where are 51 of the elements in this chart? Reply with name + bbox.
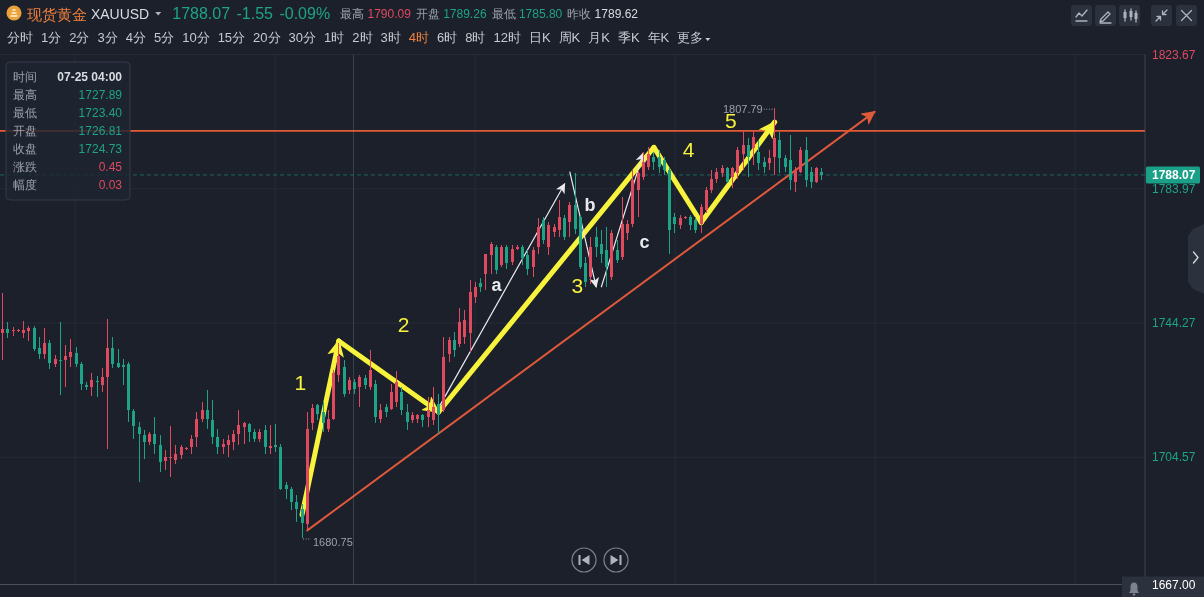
period-tab-label: 更多 xyxy=(677,30,704,45)
info-row-label: 时间 07-25 04:00 xyxy=(13,70,122,84)
period-tab-label: 1时 xyxy=(324,30,345,45)
info-row-label: 最低 1723.40 xyxy=(13,106,122,120)
period-tab-label: 1分 xyxy=(41,30,62,45)
period-tab-label: 周K xyxy=(558,30,581,45)
period-tab-label: 季K xyxy=(617,30,640,45)
period-tab-label: 5分 xyxy=(153,30,175,45)
title: 现货黄金 XAUUSD xyxy=(27,5,150,22)
y-tick-label: 1704.57 xyxy=(1152,450,1196,465)
period-tab-label: 15分 xyxy=(217,30,246,45)
y-tick-label: 1744.27 xyxy=(1152,316,1196,331)
period-tab-label: 12时 xyxy=(493,30,521,45)
period-tab-label: 4分 xyxy=(125,30,146,45)
period-tab-label: 分时 xyxy=(7,30,33,45)
quote-stat-label: 昨收 1789.62 xyxy=(567,6,638,21)
period-tab-label: 20分 xyxy=(253,30,281,45)
period-tab-label: 4时 xyxy=(408,30,429,45)
period-tab-label: 3分 xyxy=(97,30,118,45)
series-label: c xyxy=(639,231,650,252)
annotation: 1680.75 xyxy=(313,535,353,548)
subtitle: 1788.07 -1.55 -0.09% xyxy=(172,5,331,22)
period-tab-label: 日K xyxy=(528,30,551,45)
series-label: 4 xyxy=(682,138,695,162)
period-tab-label: 30分 xyxy=(288,30,317,45)
quote-stat-label: 最低 1785.80 xyxy=(491,6,563,21)
info-row-label: 涨跌 0.45 xyxy=(13,160,122,174)
series-label: 2 xyxy=(397,312,410,336)
period-tab-label: 月K xyxy=(588,30,610,45)
period-tab-label: 3时 xyxy=(380,30,401,45)
info-row-label: 最高 1727.89 xyxy=(13,88,122,102)
series-label: 1 xyxy=(294,371,307,395)
series-label: 3 xyxy=(571,274,584,298)
extreme-label: 1680.75 xyxy=(302,536,353,548)
y-tick-label: 1783.97 xyxy=(1152,181,1196,196)
info-row-label: 幅度 0.03 xyxy=(13,178,122,192)
y-tick-label: 1667.00 xyxy=(1152,577,1196,592)
period-tab-label: 2分 xyxy=(69,30,90,45)
ref-line-label: 1788.07 xyxy=(1152,167,1196,182)
period-tab-label: 6时 xyxy=(437,30,458,45)
period-tab-label: 年K xyxy=(647,30,670,45)
series-label: a xyxy=(491,274,502,295)
quote-stat-label: 最高 1790.09 xyxy=(340,6,411,21)
info-row-label: 开盘 1726.81 xyxy=(13,124,122,138)
period-tab-label: 8时 xyxy=(465,30,486,45)
quote-stat-label: 开盘 1789.26 xyxy=(415,6,487,21)
period-tab-label: 2时 xyxy=(352,30,373,45)
info-row-label: 收盘 1724.73 xyxy=(13,142,122,156)
period-tab-label: 10分 xyxy=(182,30,210,45)
series-label: b xyxy=(584,195,596,216)
y-tick-label: 1823.67 xyxy=(1152,47,1196,62)
